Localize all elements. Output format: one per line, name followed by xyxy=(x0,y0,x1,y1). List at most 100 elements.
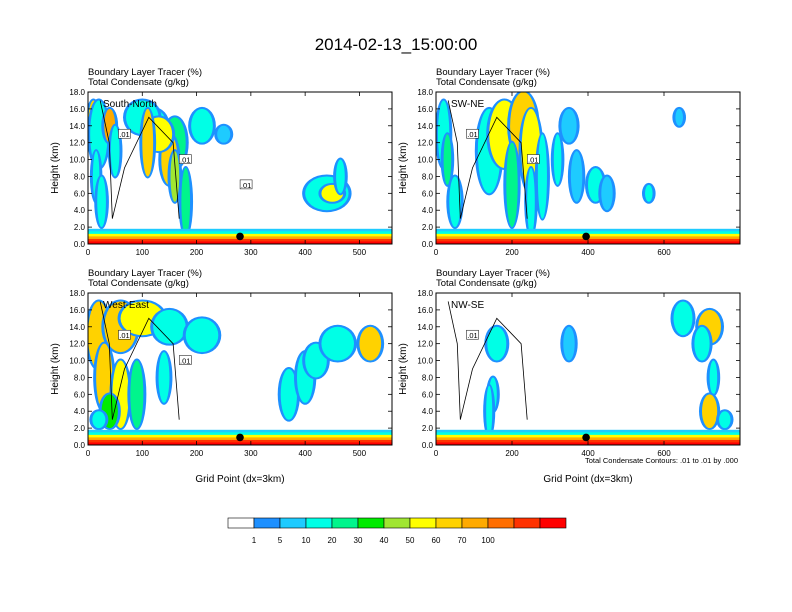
colorbar-swatch xyxy=(461,517,489,529)
colorbar-swatch xyxy=(435,517,463,529)
contour-label-box xyxy=(466,329,479,340)
colorbar: 1 5 10 20 30 40 50 60 70 100 xyxy=(227,517,567,545)
contour-label-box xyxy=(179,355,192,365)
panel-west-east: Boundary Layer Tracer (%)Total Condensat… xyxy=(50,268,393,485)
y-tick-label: 0.0 xyxy=(74,240,86,249)
panel-subtitle-1: Boundary Layer Tracer (%) xyxy=(88,67,202,78)
colorbar-swatch xyxy=(539,517,567,529)
y-tick-label: 14.0 xyxy=(417,122,433,131)
x-tick-label: 200 xyxy=(190,248,204,257)
y-tick-label: 10.0 xyxy=(417,156,433,165)
y-tick-label: 4.0 xyxy=(422,206,434,215)
y-tick-label: 12.0 xyxy=(417,139,433,148)
y-tick-label: 0.0 xyxy=(422,240,434,249)
contour-label: .01 xyxy=(467,331,477,340)
plume xyxy=(185,318,219,353)
x-tick-label: 600 xyxy=(657,449,671,458)
panel-sw-ne: Boundary Layer Tracer (%)Total Condensat… xyxy=(398,67,741,257)
y-axis-label: Height (km) xyxy=(398,343,409,395)
x-axis-label: Grid Point (dx=3km) xyxy=(195,474,284,485)
contour-label-box xyxy=(118,128,131,139)
x-tick-label: 0 xyxy=(434,449,439,458)
location-marker xyxy=(582,232,590,241)
x-tick-label: 400 xyxy=(581,248,595,257)
location-marker xyxy=(236,232,244,241)
y-axis-label: Height (km) xyxy=(50,343,61,395)
x-axis-label: Grid Point (dx=3km) xyxy=(543,474,632,485)
y-tick-label: 6.0 xyxy=(422,189,434,198)
x-tick-label: 300 xyxy=(244,248,258,257)
panel-south-north: Boundary Layer Tracer (%)Total Condensat… xyxy=(50,67,393,257)
y-tick-label: 14.0 xyxy=(69,323,85,332)
y-tick-label: 6.0 xyxy=(422,390,434,399)
y-tick-label: 8.0 xyxy=(74,373,86,382)
y-tick-label: 18.0 xyxy=(417,289,433,298)
panel-label: South-North xyxy=(103,99,157,110)
contour-label-box xyxy=(179,154,192,164)
y-tick-label: 18.0 xyxy=(69,289,85,298)
y-tick-label: 16.0 xyxy=(69,105,85,114)
colorbar-swatch xyxy=(279,517,307,529)
x-tick-label: 0 xyxy=(434,248,439,257)
panel-subtitle-2: Total Condensate (g/kg) xyxy=(436,77,537,88)
plot-area xyxy=(436,299,740,445)
colorbar-label: 100 xyxy=(481,536,495,545)
plume xyxy=(170,151,180,202)
plume xyxy=(217,125,231,143)
plume xyxy=(702,394,718,429)
y-tick-label: 14.0 xyxy=(69,122,85,131)
colorbar-swatch xyxy=(357,517,385,529)
y-tick-label: 8.0 xyxy=(74,172,86,181)
colorbar-label: 50 xyxy=(406,536,415,545)
contour-label: .01 xyxy=(528,156,538,165)
colorbar-label: 5 xyxy=(278,536,283,545)
x-tick-label: 500 xyxy=(353,248,367,257)
x-tick-label: 200 xyxy=(190,449,204,458)
plume xyxy=(561,108,577,143)
plot-area xyxy=(436,92,740,244)
y-tick-label: 2.0 xyxy=(74,424,86,433)
colorbar-label: 20 xyxy=(328,536,337,545)
panel-label: SW-NE xyxy=(451,99,484,110)
panel-subtitle-2: Total Condensate (g/kg) xyxy=(88,278,189,289)
y-tick-label: 12.0 xyxy=(69,340,85,349)
x-tick-label: 100 xyxy=(136,248,150,257)
colorbar-label: 40 xyxy=(380,536,389,545)
y-axis-label: Height (km) xyxy=(50,142,61,194)
colorbar-swatch xyxy=(409,517,437,529)
plume xyxy=(110,125,120,177)
plume xyxy=(645,184,653,202)
y-axis-label: Height (km) xyxy=(398,142,409,194)
x-tick-label: 0 xyxy=(86,449,91,458)
panel-subtitle-2: Total Condensate (g/kg) xyxy=(88,77,189,88)
plume xyxy=(181,168,191,236)
y-tick-label: 16.0 xyxy=(69,306,85,315)
contour-label: .01 xyxy=(180,357,190,366)
y-tick-label: 12.0 xyxy=(69,139,85,148)
plume xyxy=(92,411,106,429)
plot-area xyxy=(88,98,392,244)
plume xyxy=(443,134,452,185)
panel-label: NW-SE xyxy=(451,300,484,311)
y-tick-label: 10.0 xyxy=(417,357,433,366)
colorbar-swatch xyxy=(487,517,515,529)
colorbar-label: 70 xyxy=(458,536,467,545)
plume xyxy=(280,369,297,420)
contour-label-box xyxy=(527,154,540,164)
y-tick-label: 4.0 xyxy=(74,407,86,416)
boundary-layer-band xyxy=(88,442,392,445)
condensate-contour xyxy=(99,301,180,420)
colorbar-swatch xyxy=(331,517,359,529)
x-tick-label: 200 xyxy=(505,449,519,458)
y-tick-label: 16.0 xyxy=(417,105,433,114)
condensate-contour xyxy=(447,100,528,219)
panel-nw-se: Boundary Layer Tracer (%)Total Condensat… xyxy=(398,268,741,485)
y-tick-label: 2.0 xyxy=(74,223,86,232)
plot-frame xyxy=(87,292,393,446)
x-tick-label: 0 xyxy=(86,248,91,257)
plume xyxy=(336,159,345,194)
plume xyxy=(449,176,461,228)
plot-frame xyxy=(87,91,393,245)
plume xyxy=(506,142,518,228)
